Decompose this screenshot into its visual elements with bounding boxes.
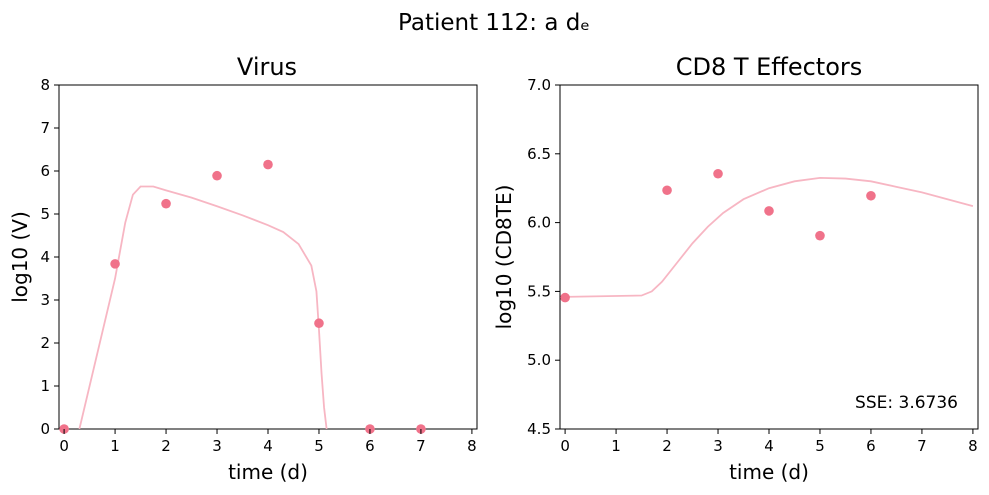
cd8-x-tick-label: 8 bbox=[968, 437, 978, 455]
virus-data-point bbox=[110, 259, 120, 269]
virus-x-tick-label: 2 bbox=[161, 437, 171, 455]
virus-x-axis-label: time (d) bbox=[228, 460, 308, 484]
virus-x-tick-label: 5 bbox=[314, 437, 324, 455]
virus-y-tick-label: 6 bbox=[40, 162, 50, 180]
virus-y-tick-label: 2 bbox=[40, 334, 50, 352]
cd8-x-tick-label: 3 bbox=[713, 437, 723, 455]
virus-model-line bbox=[78, 185, 328, 429]
virus-y-ticks: 0 1 2 3 4 5 6 7 8 bbox=[40, 76, 59, 438]
cd8-x-tick-label: 4 bbox=[764, 437, 774, 455]
cd8-data-point bbox=[560, 292, 570, 303]
virus-x-tick-label: 4 bbox=[263, 437, 273, 455]
virus-y-tick-label: 4 bbox=[40, 248, 50, 266]
cd8-panel-title: CD8 T Effectors bbox=[676, 53, 863, 81]
cd8-plot-area bbox=[559, 84, 979, 430]
virus-y-tick-label: 1 bbox=[40, 377, 50, 395]
cd8-x-tick-label: 6 bbox=[866, 437, 876, 455]
cd8-y-tick-label: 5.5 bbox=[527, 282, 551, 300]
cd8-model-line bbox=[565, 176, 974, 298]
cd8-x-tick-label: 2 bbox=[662, 437, 672, 455]
figure-suptitle: Patient 112: a dₑ bbox=[398, 10, 590, 36]
cd8-data-point bbox=[866, 190, 876, 201]
virus-y-tick-label: 5 bbox=[40, 205, 50, 223]
cd8-y-ticks: 4.5 5.0 5.5 6.0 6.5 7.0 bbox=[527, 76, 560, 438]
virus-panel-title: Virus bbox=[237, 53, 297, 81]
cd8-marks bbox=[560, 168, 974, 303]
cd8-data-point bbox=[815, 230, 825, 241]
cd8-y-tick-label: 7.0 bbox=[527, 76, 551, 94]
virus-y-tick-label: 0 bbox=[40, 420, 50, 438]
cd8-x-ticks: 0 1 2 3 4 5 6 7 8 bbox=[560, 429, 978, 455]
cd8-x-tick-label: 5 bbox=[815, 437, 825, 455]
cd8-y-tick-label: 5.0 bbox=[527, 351, 551, 369]
cd8-x-tick-label: 7 bbox=[917, 437, 927, 455]
sse-annotation: SSE: 3.6736 bbox=[855, 393, 958, 413]
virus-plot-area bbox=[58, 84, 478, 430]
cd8-x-tick-label: 1 bbox=[611, 437, 621, 455]
virus-y-tick-label: 3 bbox=[40, 291, 50, 309]
cd8-x-axis-label: time (d) bbox=[729, 460, 809, 484]
virus-y-tick-label: 7 bbox=[40, 119, 50, 137]
virus-x-tick-label: 6 bbox=[365, 437, 375, 455]
virus-y-tick-label: 8 bbox=[40, 76, 50, 94]
cd8-panel: CD8 T Effectors 0 1 2 3 4 5 6 7 8 4.5 5.0 5.5 6.0 6.… bbox=[492, 53, 979, 484]
virus-x-tick-label: 8 bbox=[467, 437, 477, 455]
virus-x-tick-label: 3 bbox=[212, 437, 222, 455]
cd8-y-axis-label: log10 (CD8TE) bbox=[492, 185, 516, 330]
virus-x-tick-label: 0 bbox=[59, 437, 69, 455]
cd8-y-tick-label: 4.5 bbox=[527, 420, 551, 438]
cd8-data-point bbox=[662, 185, 672, 196]
cd8-data-point bbox=[713, 168, 723, 179]
virus-data-point bbox=[212, 170, 222, 181]
virus-x-ticks: 0 1 2 3 4 5 6 7 8 bbox=[59, 429, 477, 455]
virus-marks bbox=[59, 159, 426, 434]
virus-data-point bbox=[161, 198, 171, 209]
virus-panel: Virus 0 1 2 3 4 5 6 7 8 0 1 2 3 4 5 6 7 8 time (d) log10… bbox=[8, 53, 478, 484]
virus-x-tick-label: 7 bbox=[416, 437, 426, 455]
virus-data-point bbox=[263, 159, 273, 170]
virus-data-point bbox=[314, 318, 324, 329]
cd8-y-tick-label: 6.5 bbox=[527, 145, 551, 163]
cd8-data-point bbox=[764, 206, 774, 216]
cd8-y-tick-label: 6.0 bbox=[527, 214, 551, 232]
virus-y-axis-label: log10 (V) bbox=[8, 211, 32, 303]
virus-x-tick-label: 1 bbox=[110, 437, 120, 455]
cd8-x-tick-label: 0 bbox=[560, 437, 570, 455]
